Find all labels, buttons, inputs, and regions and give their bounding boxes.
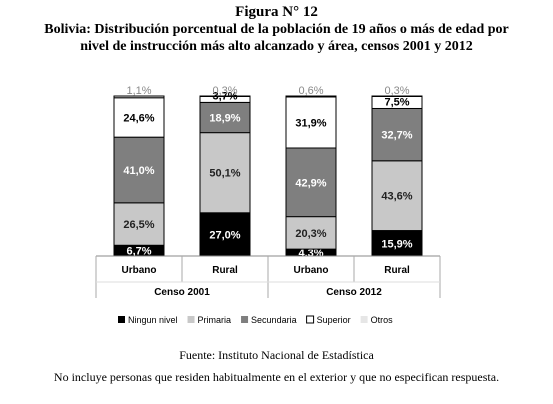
bar-segment [371,160,423,232]
data-label: 18,9% [209,113,240,125]
data-label: 15,9% [381,238,412,250]
bar-segment [285,96,337,149]
data-label: 42,9% [295,177,326,189]
data-label: 26,5% [123,219,154,231]
data-label: 24,6% [123,112,154,124]
data-label: 0,6% [298,85,323,97]
x-tick-label: Rural [212,265,238,276]
data-label: 50,1% [209,168,240,180]
data-label: 0,3% [212,85,237,97]
legend-swatch [306,315,315,324]
data-label: 43,6% [381,191,412,203]
bar-segment [113,97,165,138]
x-tick-label: Urbano [294,265,329,276]
legend-swatch [241,316,249,323]
legend-label: Secundaria [251,315,297,325]
bar-segment [371,95,423,97]
bar-segment [113,202,165,246]
bar-segment [199,95,251,97]
footnote: No incluye personas que residen habitual… [53,370,500,384]
bar-segment [285,147,337,218]
x-tick-label: Urbano [122,265,157,276]
bar-segment [371,107,423,162]
data-label: 6,7% [126,246,151,258]
data-label: 32,7% [381,130,412,142]
legend-label: Superior [317,315,351,325]
legend-label: Ningun nivel [128,315,178,325]
bar-segment [285,95,337,98]
bar-segment [199,212,251,257]
data-label: 1,1% [126,85,151,97]
data-label: 41,0% [123,165,154,177]
data-label: 27,0% [209,229,240,241]
data-label: 7,5% [384,96,409,108]
data-label: 20,3% [295,228,326,240]
bar-segment [199,132,251,214]
bar-segment [199,101,251,134]
legend-label: Primaria [198,315,232,325]
x-group-label: Censo 2001 [154,287,210,298]
source-note: Fuente: Instituto Nacional de Estadístic… [179,348,374,362]
data-label: 4,3% [298,248,323,260]
x-tick-label: Rural [384,265,410,276]
legend-label: Otros [371,315,394,325]
bar-segment [113,95,165,99]
data-label: 31,9% [295,117,326,129]
figure-subtitle-line-1: Bolivia: Distribución porcentual de la p… [44,22,509,37]
legend-swatch [118,316,125,323]
bar-segment [285,216,337,250]
x-group-label: Censo 2012 [326,287,382,298]
data-label: 0,3% [384,85,409,97]
figure-subtitle-line-2: nivel de instrucción más alto alcanzado … [80,39,473,54]
figure-title: Figura N° 12 [235,4,318,20]
legend-swatch [360,316,368,323]
legend-swatch [187,316,195,323]
